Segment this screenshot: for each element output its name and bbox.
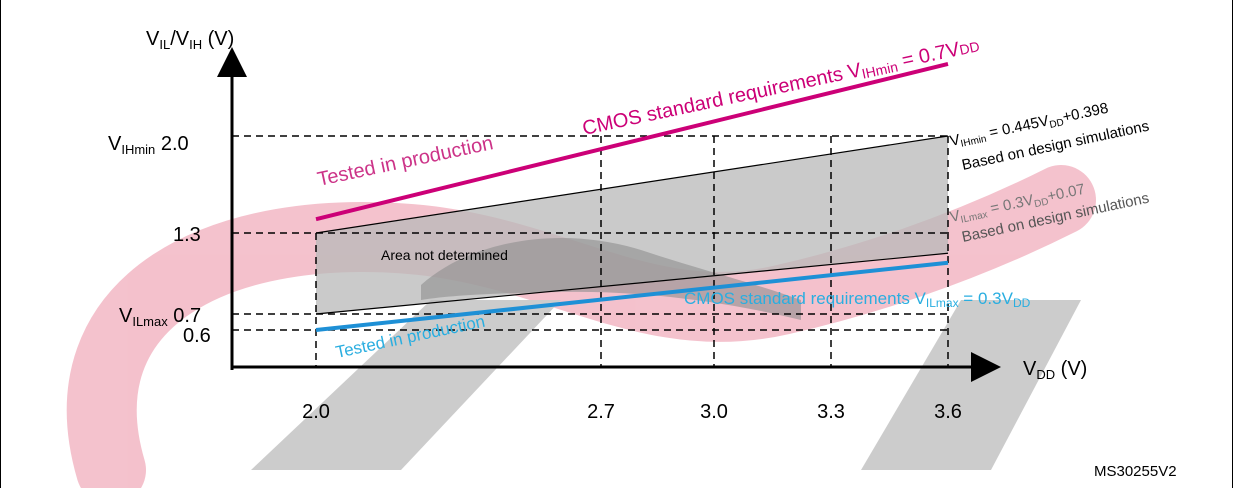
cmos-vih-annotation: CMOS standard requirements VIHmin = 0.7V…	[580, 34, 981, 141]
x-axis-label: VDD (V)	[1023, 358, 1087, 382]
cmos-vil-requirement-line	[315, 260, 949, 332]
y-axis-label: VIL/VIH (V)	[146, 28, 234, 52]
x-tick-label-2-7: 2.7	[587, 401, 615, 423]
x-tick-labels: 2.0 2.7 3.0 3.3 3.6	[302, 401, 962, 423]
area-label: Area not determined	[381, 247, 508, 263]
vihmin-simulation-line	[315, 135, 949, 234]
x-tick-label-2-0: 2.0	[302, 401, 330, 423]
cmos-vil-annotation: CMOS standard requirements VILmax = 0.3V…	[684, 289, 1031, 310]
x-tick-label-3-3: 3.3	[817, 401, 845, 423]
x-tick-label-3-0: 3.0	[700, 401, 728, 423]
cmos-vih-requirement-line	[315, 62, 949, 222]
y-tick-label-vilmax: VILmax 0.7	[119, 305, 201, 329]
y-tick-label-0-6: 0.6	[183, 325, 211, 347]
y-tick-label-vihmin: VIHmin 2.0	[108, 133, 189, 157]
series-layer	[315, 62, 949, 332]
gridlines	[232, 135, 949, 367]
figure-id: MS30255V2	[1094, 463, 1177, 480]
x-tick-label-3-6: 3.6	[934, 401, 962, 423]
undetermined-area-inner	[421, 237, 801, 320]
y-tick-label-1-3: 1.3	[173, 224, 201, 246]
vilmax-simulation-line	[315, 252, 949, 315]
